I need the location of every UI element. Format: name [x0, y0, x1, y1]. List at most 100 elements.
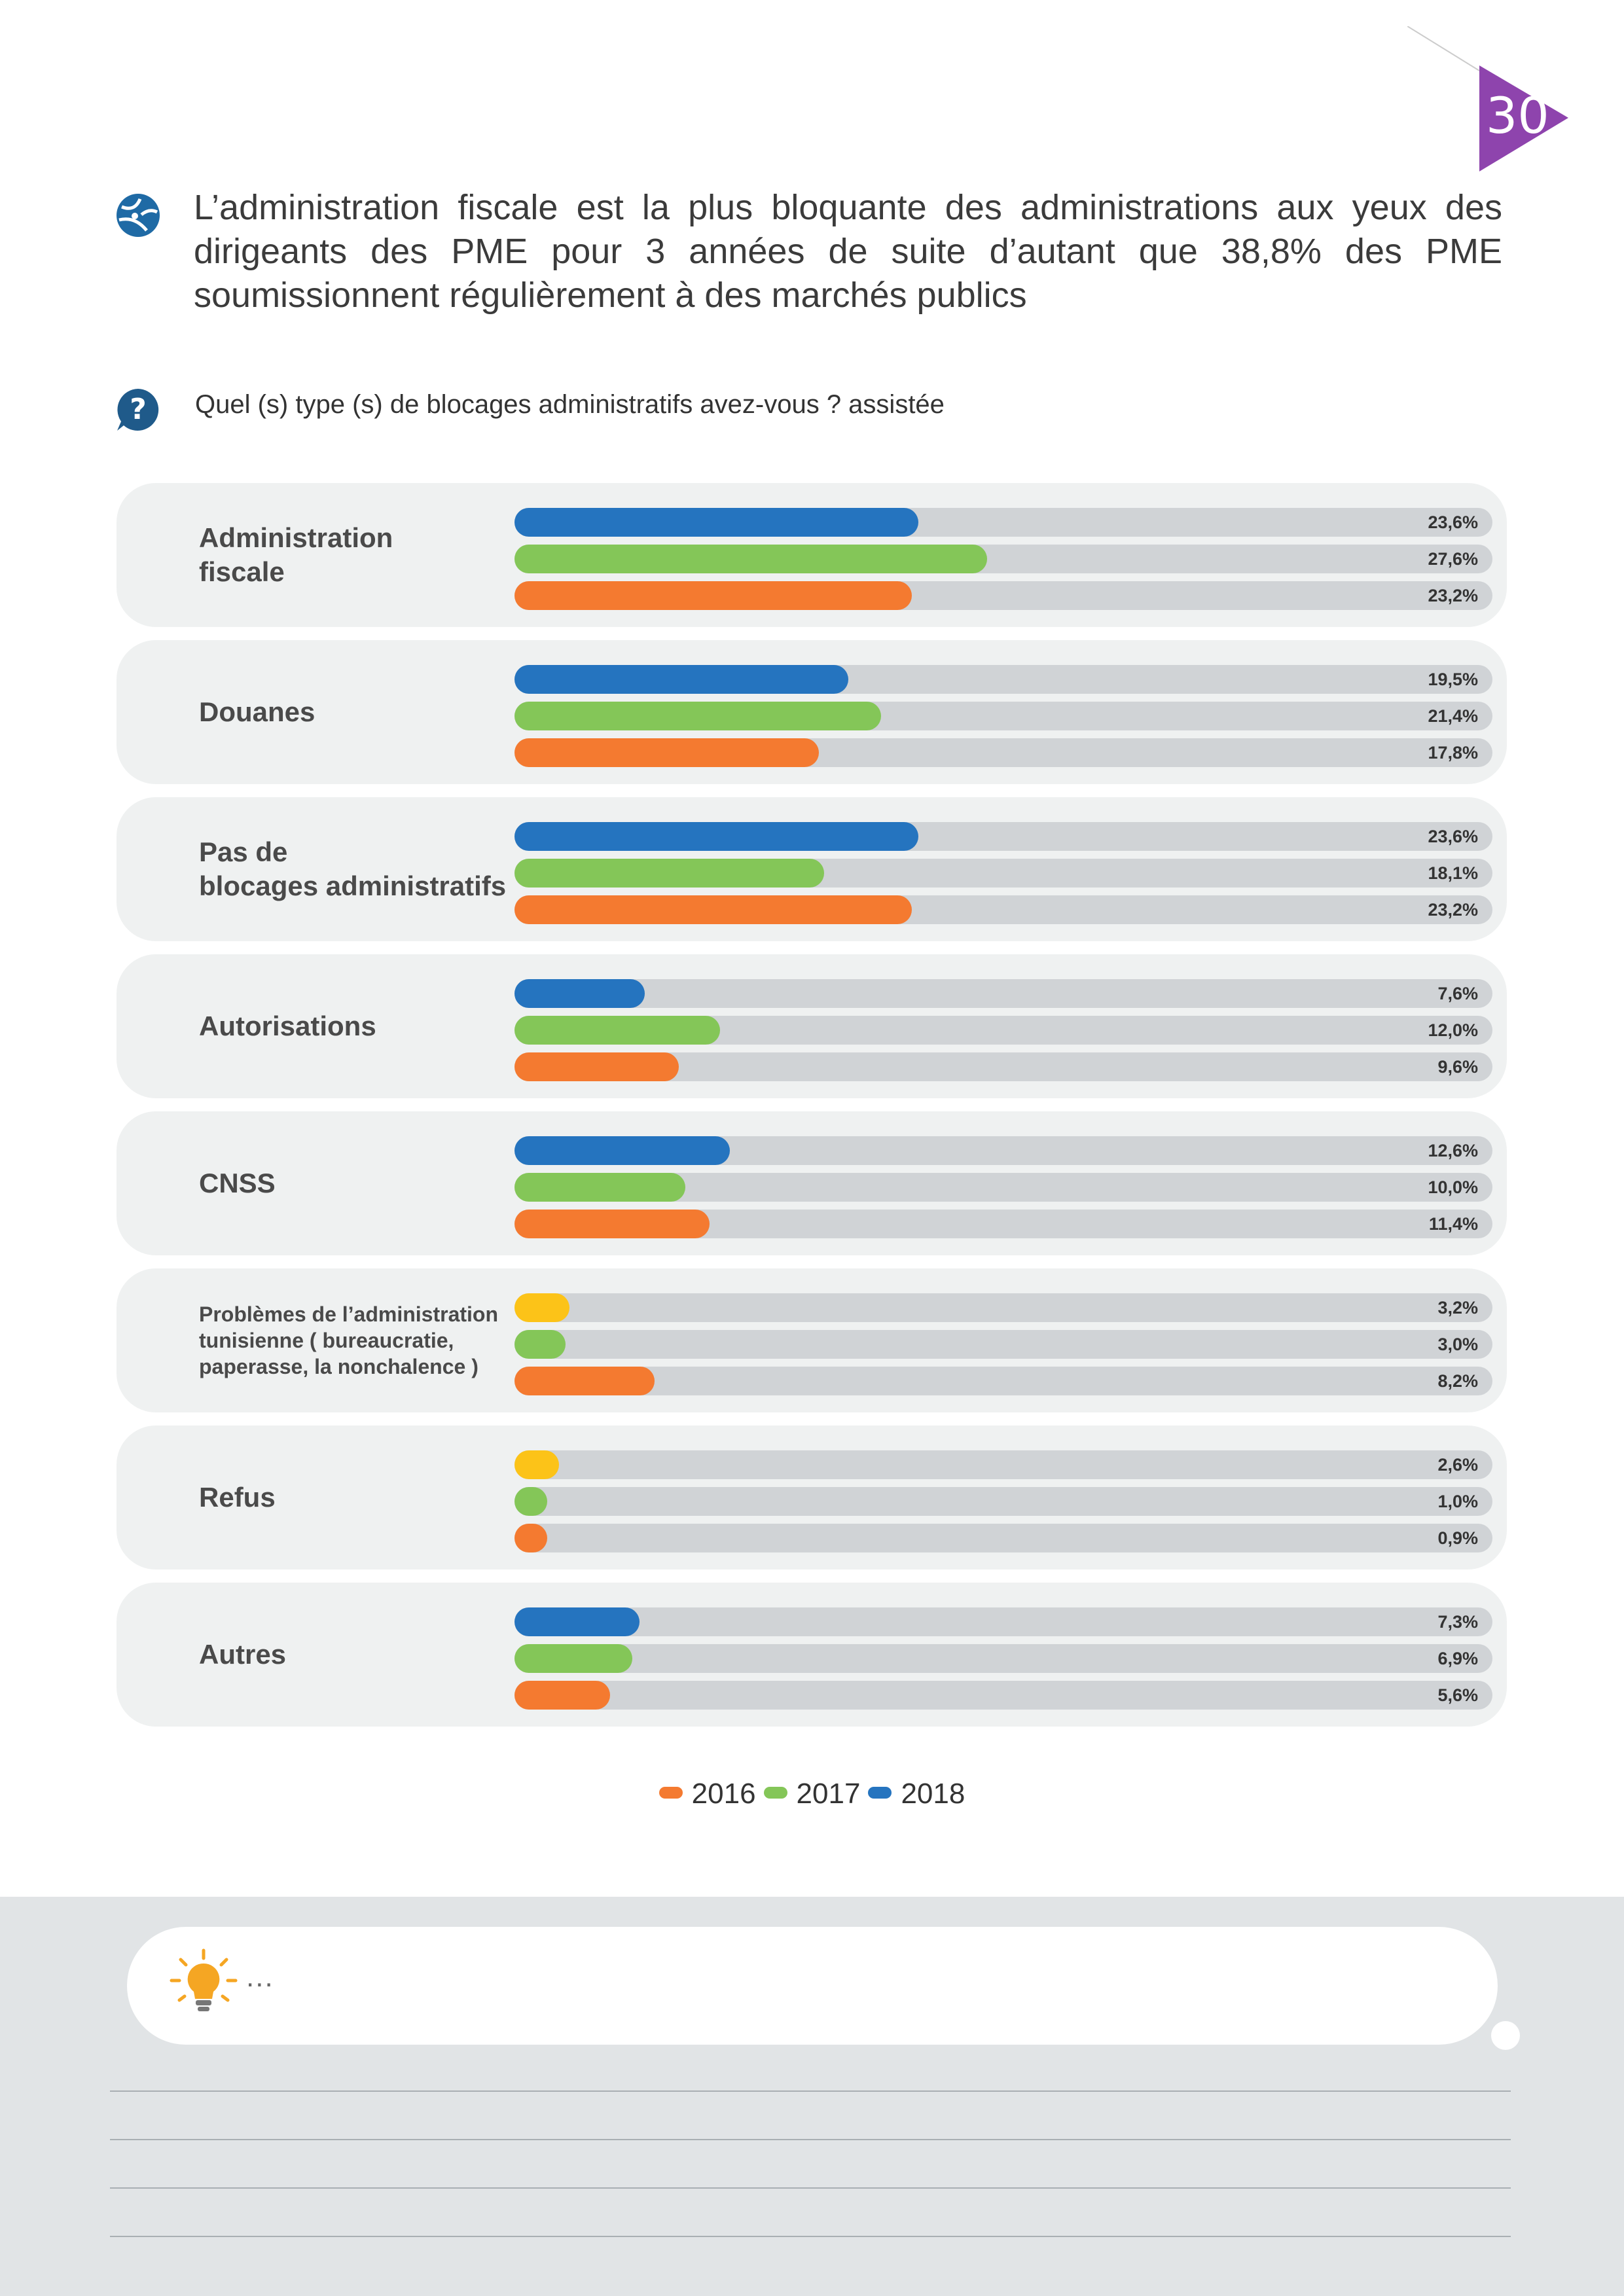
category-label: Problèmes de l’administration tunisienne… [199, 1302, 498, 1378]
bar-2016 [514, 581, 912, 610]
bar-track: 1,0% [514, 1487, 1492, 1516]
legend-label: 2016 [691, 1778, 756, 1810]
note-placeholder: ... [246, 1961, 274, 1993]
bar-track: 3,0% [514, 1330, 1492, 1359]
bar-2018 [514, 1293, 569, 1322]
bar-2016 [514, 1367, 655, 1395]
bar-value-label: 23,2% [1428, 900, 1478, 920]
bar-track: 23,6% [514, 508, 1492, 537]
category-panel: Administration fiscale 23,6% 27,6% 23,2% [117, 483, 1507, 627]
bar-value-label: 7,6% [1437, 984, 1478, 1003]
category-label: Pas de blocages administratifs [199, 836, 507, 901]
bar-track: 23,2% [514, 581, 1492, 610]
bar-2016 [514, 738, 820, 767]
category-panel: Douanes 19,5% 21,4% 17,8% [117, 640, 1507, 784]
category-panel: Problèmes de l’administration tunisienne… [117, 1268, 1507, 1412]
bar-value-label: 6,9% [1437, 1649, 1478, 1668]
category-panel: Pas de blocages administratifs 23,6% 18,1%… [117, 797, 1507, 941]
legend-swatch [763, 1787, 787, 1799]
bar-2017 [514, 1016, 720, 1045]
category-panel: CNSS 12,6% 10,0% 11,4% [117, 1111, 1507, 1255]
bar-2018 [514, 1136, 731, 1165]
page-number: 30 [1486, 86, 1549, 145]
legend-item-2017: 2017 [763, 1778, 861, 1810]
bar-2018 [514, 665, 848, 694]
category-label: Refus [199, 1482, 276, 1513]
question-text: Quel (s) type (s) de blocages administra… [195, 390, 945, 419]
bar-2016 [514, 895, 912, 924]
bar-value-label: 21,4% [1428, 706, 1478, 726]
bar-track: 6,9% [514, 1644, 1492, 1673]
bar-2016 [514, 1524, 547, 1552]
bar-track: 7,6% [514, 979, 1492, 1008]
bar-track: 23,6% [514, 822, 1492, 851]
legend-label: 2018 [901, 1778, 965, 1810]
bar-track: 12,6% [514, 1136, 1492, 1165]
bar-2017 [514, 1173, 686, 1202]
bar-value-label: 3,0% [1437, 1335, 1478, 1354]
bar-value-label: 10,0% [1428, 1177, 1478, 1197]
category-panel: Refus 2,6% 1,0% 0,9% [117, 1426, 1507, 1570]
page-triangle-icon [1407, 26, 1568, 171]
bar-track: 2,6% [514, 1450, 1492, 1479]
bar-value-label: 8,2% [1437, 1371, 1478, 1391]
category-panel: Autorisations 7,6% 12,0% 9,6% [117, 954, 1507, 1098]
legend-item-2018: 2018 [868, 1778, 965, 1810]
bubble-tail-dot [1491, 2021, 1520, 2050]
bar-2017 [514, 702, 881, 730]
bar-2018 [514, 979, 645, 1008]
lightbulb-icon [170, 1948, 238, 2011]
bar-track: 8,2% [514, 1367, 1492, 1395]
bar-track: 12,0% [514, 1016, 1492, 1045]
note-bubble: ... [127, 1927, 1498, 2045]
bar-value-label: 9,6% [1437, 1057, 1478, 1077]
bar-2018 [514, 1450, 559, 1479]
bar-value-label: 2,6% [1437, 1455, 1478, 1475]
category-panel: Autres 7,3% 6,9% 5,6% [117, 1583, 1507, 1727]
bar-track: 10,0% [514, 1173, 1492, 1202]
bar-2018 [514, 508, 919, 537]
category-label: Administration fiscale [199, 522, 393, 587]
bar-value-label: 18,1% [1428, 863, 1478, 883]
chart-legend: 2016 2017 2018 [0, 1778, 1624, 1810]
question-icon: ? [117, 389, 159, 431]
bar-value-label: 11,4% [1428, 1214, 1478, 1234]
category-label: Autres [199, 1639, 287, 1670]
bar-2016 [514, 1681, 611, 1710]
bar-track: 7,3% [514, 1607, 1492, 1636]
bar-value-label: 19,5% [1428, 670, 1478, 689]
globe-icon [117, 194, 160, 237]
bar-track: 3,2% [514, 1293, 1492, 1322]
bar-value-label: 23,2% [1428, 586, 1478, 605]
legend-swatch [659, 1787, 683, 1799]
bar-2017 [514, 1644, 633, 1673]
bar-track: 27,6% [514, 545, 1492, 573]
bar-track: 18,1% [514, 859, 1492, 888]
bar-track: 5,6% [514, 1681, 1492, 1710]
bar-2017 [514, 859, 825, 888]
bar-value-label: 1,0% [1437, 1492, 1478, 1511]
bar-track: 9,6% [514, 1052, 1492, 1081]
bar-2016 [514, 1210, 710, 1238]
legend-item-2016: 2016 [659, 1778, 756, 1810]
notes-footer: ... [0, 1897, 1624, 2296]
bar-track: 0,9% [514, 1524, 1492, 1552]
bar-track: 19,5% [514, 665, 1492, 694]
horizontal-bar-chart: Administration fiscale 23,6% 27,6% 23,2% Dou… [117, 483, 1507, 1727]
bar-2017 [514, 1330, 566, 1359]
bar-value-label: 12,0% [1428, 1020, 1478, 1040]
legend-label: 2017 [796, 1778, 861, 1810]
svg-text:?: ? [130, 393, 147, 426]
bar-value-label: 3,2% [1437, 1298, 1478, 1318]
bar-value-label: 17,8% [1428, 743, 1478, 762]
bar-value-label: 27,6% [1428, 549, 1478, 569]
bar-track: 21,4% [514, 702, 1492, 730]
bar-track: 17,8% [514, 738, 1492, 767]
bar-track: 23,2% [514, 895, 1492, 924]
bar-value-label: 0,9% [1437, 1528, 1478, 1548]
category-label: Douanes [199, 696, 316, 727]
headline: L’administration fiscale est la plus blo… [194, 188, 1502, 315]
bar-2018 [514, 822, 919, 851]
bar-track: 11,4% [514, 1210, 1492, 1238]
bar-2017 [514, 1487, 547, 1516]
